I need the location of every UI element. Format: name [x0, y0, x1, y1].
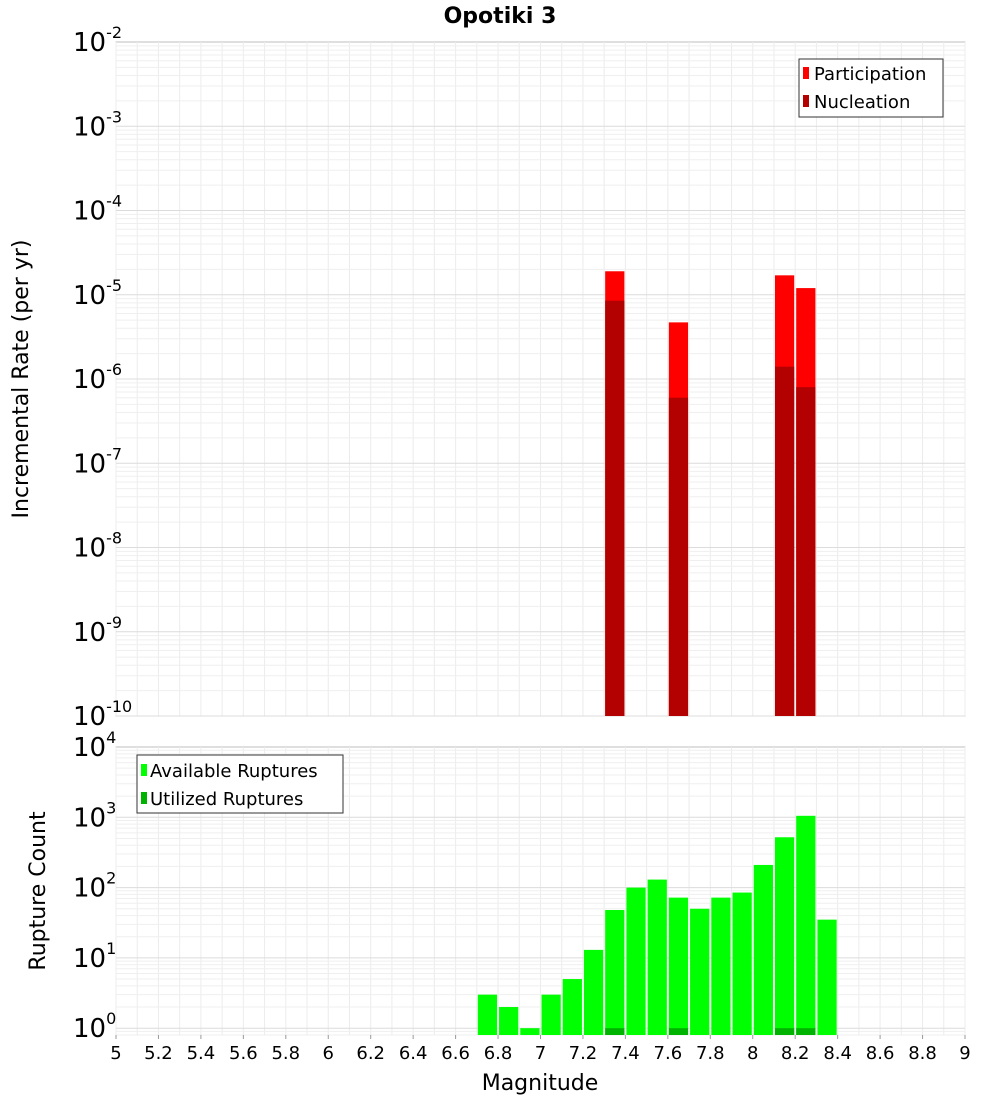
count-y-tick-label: 104 — [73, 728, 116, 763]
x-tick-label: 9 — [959, 1043, 970, 1064]
count-bar-available-ruptures — [626, 887, 646, 1035]
legend-label-utilized: Utilized Ruptures — [150, 789, 303, 810]
x-tick-label: 6.2 — [356, 1043, 385, 1064]
rate-bar-nucleation — [774, 366, 795, 716]
rate-y-tick-label: 10-8 — [73, 529, 122, 564]
legend-swatch-utilized — [141, 792, 147, 804]
x-axis-title: Magnitude — [482, 1071, 599, 1096]
x-tick-label: 5.2 — [144, 1043, 173, 1064]
count-bar-utilized-ruptures — [605, 1028, 625, 1035]
legend-label-participation: Participation — [814, 64, 926, 85]
x-tick-label: 7.8 — [696, 1043, 725, 1064]
rate-y-tick-label: 10-10 — [73, 697, 132, 732]
rate-y-tick-label: 10-7 — [73, 444, 122, 479]
count-bar-available-ruptures — [817, 919, 837, 1035]
legend-label-available: Available Ruptures — [150, 761, 318, 782]
x-tick-label: 6.4 — [399, 1043, 428, 1064]
rate-y-tick-label: 10-2 — [73, 23, 122, 58]
rate-bar-nucleation — [605, 300, 625, 716]
x-tick-label: 8.2 — [781, 1043, 810, 1064]
legend-swatch-participation — [803, 67, 809, 79]
count-y-tick-label: 101 — [73, 939, 116, 974]
x-tick-label: 5.6 — [229, 1043, 258, 1064]
count-bar-available-ruptures — [562, 979, 582, 1035]
count-bar-available-ruptures — [732, 892, 752, 1035]
rate-bar-nucleation — [668, 397, 689, 716]
x-tick-label: 6 — [323, 1043, 334, 1064]
rate-y-tick-label: 10-9 — [73, 613, 122, 648]
bottom-y-axis-title: Rupture Count — [26, 811, 51, 971]
count-bar-available-ruptures — [520, 1028, 540, 1035]
legend-swatch-nucleation — [803, 95, 809, 107]
legend-label-nucleation: Nucleation — [814, 92, 910, 113]
x-tick-label: 8.6 — [866, 1043, 895, 1064]
x-tick-label: 6.6 — [441, 1043, 470, 1064]
top-y-axis-title: Incremental Rate (per yr) — [9, 240, 34, 519]
count-bar-utilized-ruptures — [774, 1028, 795, 1035]
x-tick-label: 8.4 — [823, 1043, 852, 1064]
count-bar-available-ruptures — [541, 994, 561, 1035]
x-tick-label: 7 — [535, 1043, 546, 1064]
x-tick-label: 8 — [747, 1043, 758, 1064]
rate-y-tick-label: 10-6 — [73, 360, 122, 395]
rate-y-tick-label: 10-3 — [73, 107, 122, 142]
count-bar-available-ruptures — [796, 815, 816, 1035]
x-tick-label: 5.4 — [187, 1043, 216, 1064]
count-bar-available-ruptures — [499, 1007, 519, 1035]
x-tick-label: 7.4 — [611, 1043, 640, 1064]
count-bar-available-ruptures — [774, 837, 795, 1035]
count-bar-available-ruptures — [647, 879, 667, 1035]
count-bar-utilized-ruptures — [796, 1028, 816, 1035]
participation-nucleation-panel: 10-10 10-9 10-8 10-7 10-6 10-5 10-4 10-3 10-2 — [73, 23, 966, 732]
x-tick-label: 7.2 — [569, 1043, 598, 1064]
x-tick-label: 6.8 — [484, 1043, 513, 1064]
chart-title: Opotiki 3 — [444, 4, 557, 29]
x-tick-label: 5.8 — [271, 1043, 300, 1064]
count-bar-available-ruptures — [668, 897, 689, 1035]
rate-y-tick-label: 10-4 — [73, 192, 122, 227]
count-y-tick-label: 103 — [73, 798, 116, 833]
x-tick-label: 5 — [110, 1043, 121, 1064]
rupture-count-panel: 100 101 102 103 104 5 5.2 5.4 5.6 5.8 6 6.2 6.4 6.6 6… — [73, 728, 971, 1064]
count-y-tick-label: 100 — [73, 1009, 116, 1044]
count-bar-available-ruptures — [605, 910, 625, 1035]
rate-y-tick-label: 10-5 — [73, 276, 122, 311]
bottom-legend: Available Ruptures Utilized Ruptures — [136, 754, 344, 814]
count-y-tick-label: 102 — [73, 869, 116, 904]
count-bar-available-ruptures — [690, 908, 710, 1035]
count-bar-available-ruptures — [477, 994, 498, 1035]
x-tick-label: 8.8 — [908, 1043, 937, 1064]
count-bar-available-ruptures — [711, 897, 731, 1035]
x-tick-label: 7.6 — [654, 1043, 683, 1064]
legend-swatch-available — [141, 764, 147, 776]
count-bar-available-ruptures — [753, 864, 773, 1035]
count-bar-available-ruptures — [583, 949, 604, 1035]
rate-bar-nucleation — [796, 387, 816, 716]
top-legend: Participation Nucleation — [798, 58, 944, 118]
count-bar-utilized-ruptures — [668, 1028, 689, 1035]
